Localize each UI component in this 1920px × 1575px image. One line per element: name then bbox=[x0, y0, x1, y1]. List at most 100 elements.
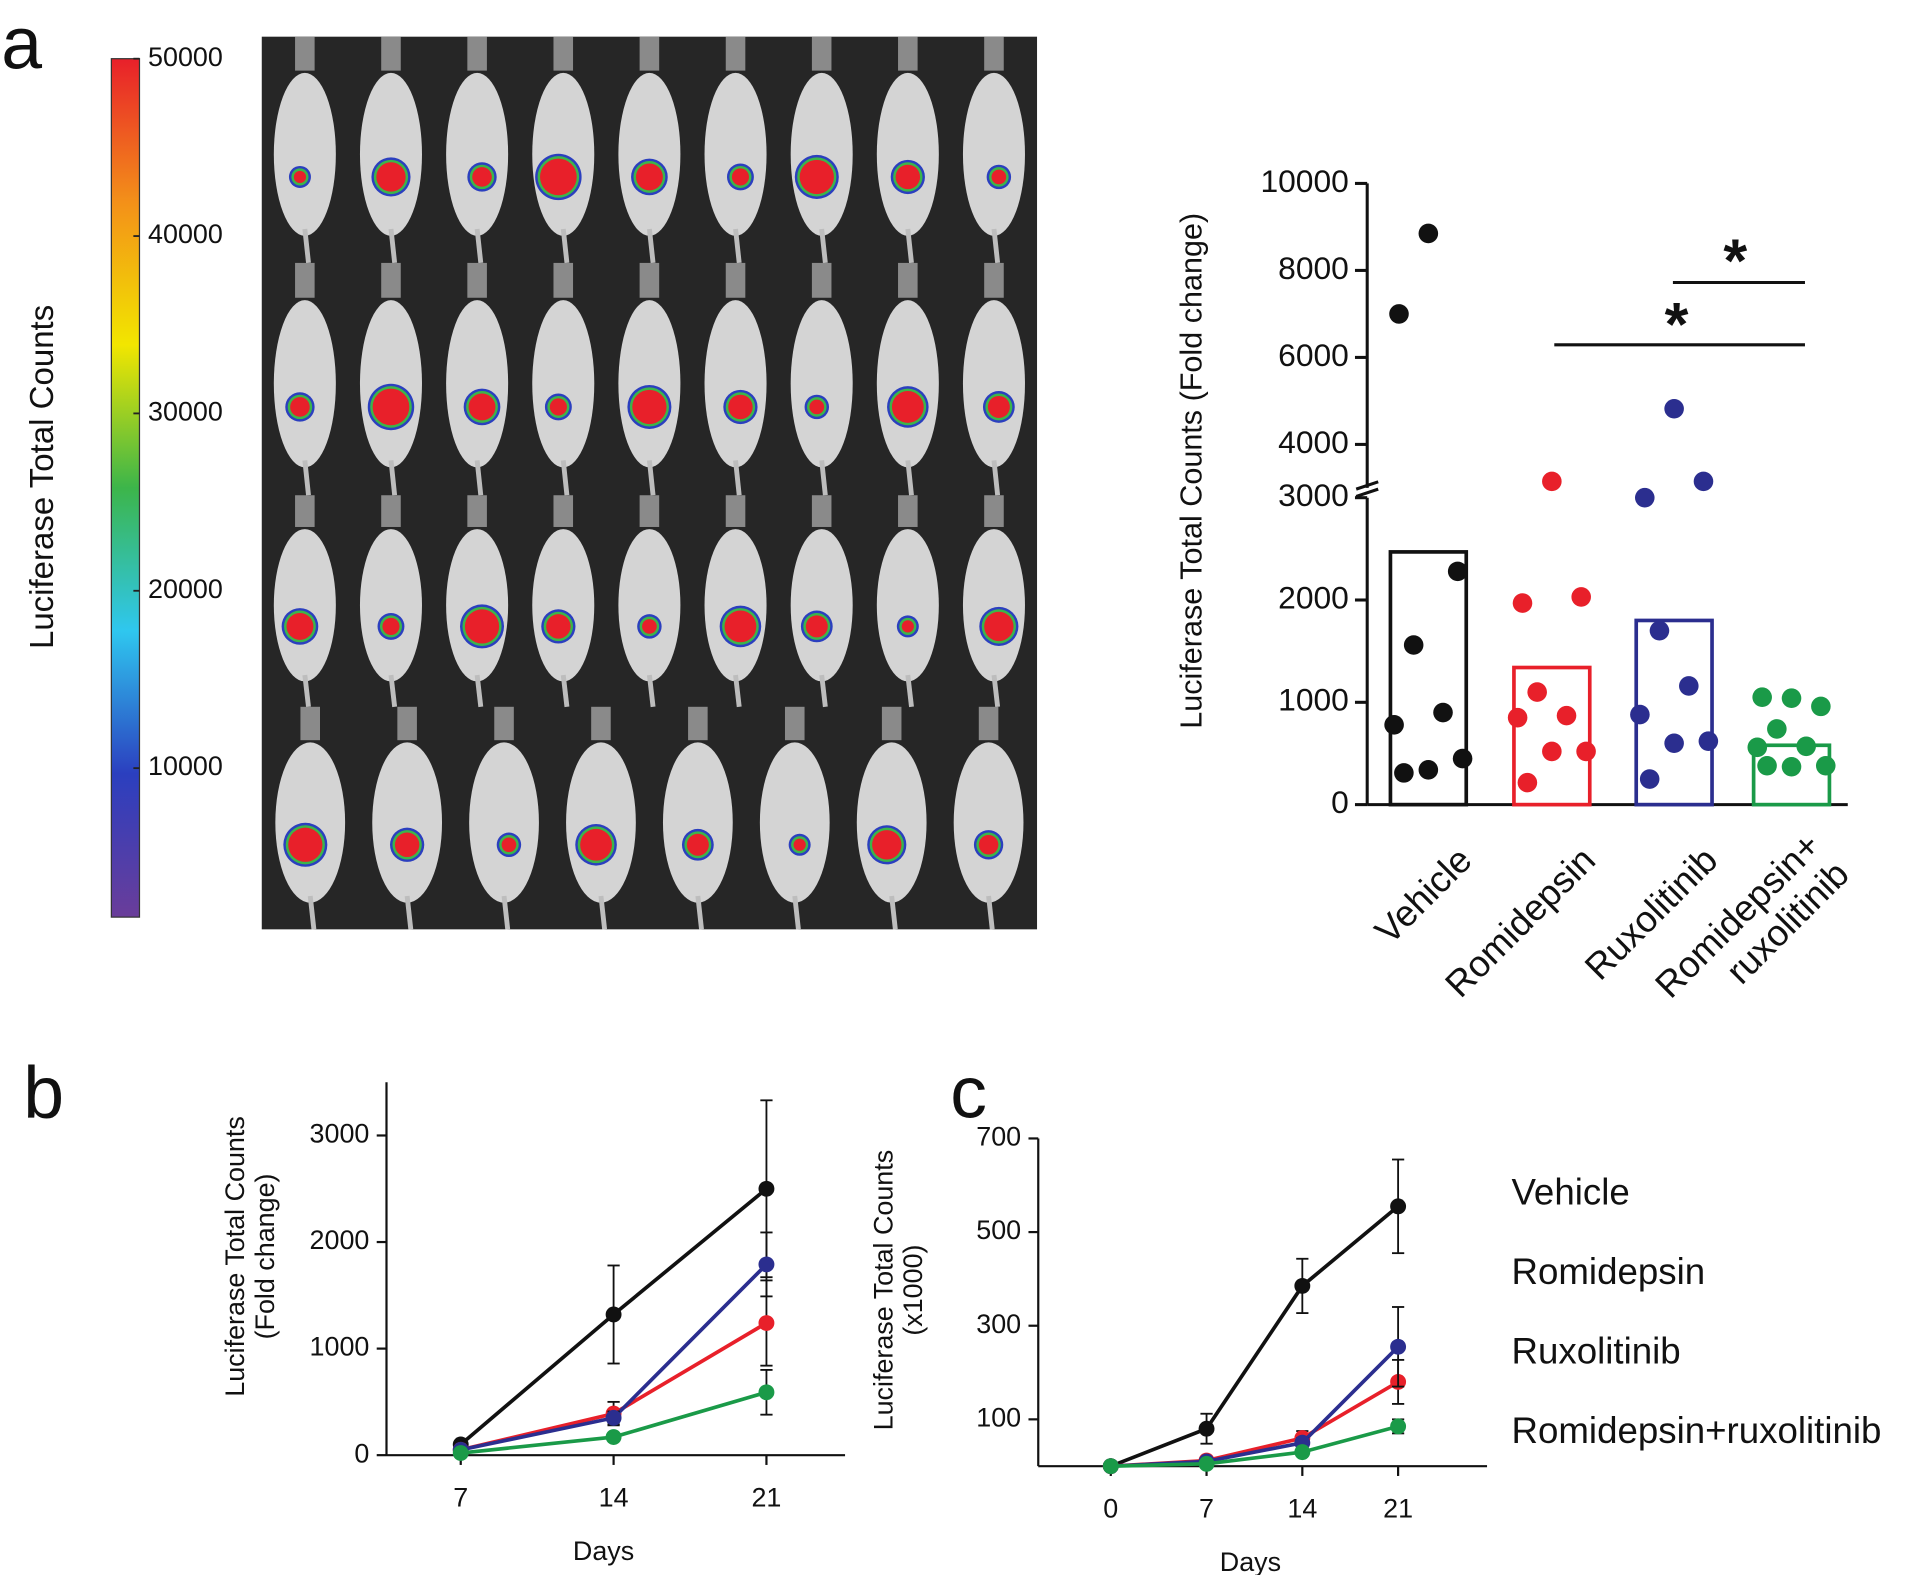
data-point bbox=[1630, 704, 1650, 725]
signal-blob bbox=[809, 399, 825, 415]
signal-blob bbox=[895, 164, 921, 190]
data-point bbox=[1198, 1455, 1215, 1472]
mouse-body bbox=[962, 529, 1025, 682]
y-tick-label: 10000 bbox=[1260, 163, 1348, 199]
axis-break bbox=[1355, 480, 1379, 491]
mouse-tail bbox=[501, 895, 511, 930]
mouse-body bbox=[359, 529, 422, 682]
mouse-tail bbox=[733, 228, 742, 264]
signal-blob bbox=[991, 169, 1007, 185]
mouse-body bbox=[532, 529, 595, 682]
x-tick-label: 14 bbox=[599, 1482, 629, 1512]
mouse-body bbox=[618, 529, 681, 682]
photo-stand bbox=[811, 262, 832, 298]
data-point bbox=[452, 1445, 469, 1461]
photo-stand bbox=[553, 262, 574, 298]
mouse-tail bbox=[986, 895, 995, 930]
signal-blob bbox=[293, 170, 307, 184]
legend-entry: Vehicle bbox=[1511, 1171, 1629, 1212]
y-axis-label: Luciferase Total Counts(Fold change) bbox=[220, 1116, 280, 1397]
mouse-body bbox=[273, 72, 336, 236]
y-tick-label: 3000 bbox=[310, 1119, 370, 1149]
photo-stand bbox=[784, 706, 805, 741]
data-point bbox=[1418, 223, 1439, 244]
panel-label: c bbox=[950, 1051, 987, 1133]
colorbar bbox=[110, 58, 141, 918]
mouse-tail bbox=[889, 895, 898, 930]
mouse-body bbox=[759, 742, 830, 903]
legend-entry: Ruxolitinib bbox=[1511, 1330, 1680, 1371]
photo-stand bbox=[467, 495, 487, 527]
y-tick-label: 0 bbox=[1331, 784, 1349, 820]
y-axis-label: Luciferase Total Counts (Fold change) bbox=[1175, 213, 1209, 729]
x-axis-label: Days bbox=[1220, 1547, 1281, 1575]
photo-stand bbox=[494, 706, 514, 741]
signal-blob bbox=[632, 389, 667, 425]
data-point bbox=[1815, 755, 1836, 776]
mouse-tail bbox=[991, 228, 1001, 264]
data-point bbox=[1452, 748, 1473, 769]
mouse-body bbox=[856, 742, 927, 903]
photo-stand bbox=[898, 36, 918, 71]
data-point bbox=[1649, 620, 1670, 641]
mouse-tail bbox=[302, 460, 311, 496]
significance-mark: * bbox=[1723, 226, 1747, 294]
y-axis-label: Luciferase Total Counts(x1000) bbox=[868, 1150, 928, 1431]
mouse-body bbox=[662, 742, 733, 903]
photo-stand bbox=[639, 36, 660, 71]
mouse-tail bbox=[560, 460, 570, 496]
colorbar-tick-label: 50000 bbox=[148, 42, 223, 72]
signal-blob bbox=[549, 398, 567, 416]
mouse-tail bbox=[646, 674, 656, 708]
data-point bbox=[1527, 682, 1547, 702]
mouse-tail bbox=[474, 674, 484, 708]
x-tick-label: 14 bbox=[1287, 1493, 1317, 1523]
signal-blob bbox=[376, 162, 406, 192]
mouse-body bbox=[704, 72, 767, 236]
mouse-tail bbox=[474, 460, 484, 496]
mouse-tail bbox=[560, 674, 570, 708]
mouse-tail bbox=[560, 228, 570, 264]
data-point bbox=[1403, 635, 1424, 655]
mouse-tail bbox=[991, 460, 1001, 496]
legend-entry: Romidepsin bbox=[1511, 1251, 1705, 1292]
data-point bbox=[1767, 719, 1787, 739]
mouse-body bbox=[953, 742, 1024, 903]
mouse-tail bbox=[388, 228, 398, 264]
mouse-tail bbox=[905, 674, 914, 708]
series-line bbox=[1110, 1424, 1399, 1469]
mouse-tail bbox=[302, 674, 311, 708]
mouse-tail bbox=[598, 895, 608, 930]
colorbar-tick-label: 20000 bbox=[148, 574, 223, 604]
photo-stand bbox=[397, 706, 417, 741]
data-point bbox=[758, 1315, 775, 1331]
signal-blob bbox=[501, 837, 517, 853]
photo-stand bbox=[984, 36, 1004, 71]
mouse-tail bbox=[733, 460, 742, 496]
data-point bbox=[605, 1429, 622, 1445]
signal-blob bbox=[540, 158, 577, 196]
data-point bbox=[1294, 1277, 1311, 1294]
signal-blob bbox=[464, 609, 500, 644]
y-tick-label: 8000 bbox=[1278, 250, 1349, 286]
data-point bbox=[1576, 741, 1596, 762]
mouse-body bbox=[704, 529, 767, 682]
data-point bbox=[1556, 705, 1577, 726]
data-point bbox=[1781, 688, 1802, 709]
x-tick-label: 21 bbox=[751, 1482, 781, 1512]
mouse-tail bbox=[819, 460, 828, 496]
mouse-body bbox=[790, 529, 853, 682]
mouse-tail bbox=[302, 228, 311, 264]
signal-blob bbox=[793, 838, 806, 851]
series-line bbox=[1110, 1204, 1400, 1468]
data-point bbox=[1394, 763, 1414, 783]
x-axis-label: Days bbox=[573, 1536, 634, 1566]
signal-blob bbox=[987, 395, 1010, 418]
y-tick-label: 300 bbox=[976, 1309, 1021, 1339]
x-tick-label: Vehicle bbox=[1367, 839, 1480, 952]
data-point bbox=[1542, 471, 1562, 492]
mouse-body bbox=[532, 300, 595, 468]
y-tick-label: 2000 bbox=[1278, 579, 1349, 615]
